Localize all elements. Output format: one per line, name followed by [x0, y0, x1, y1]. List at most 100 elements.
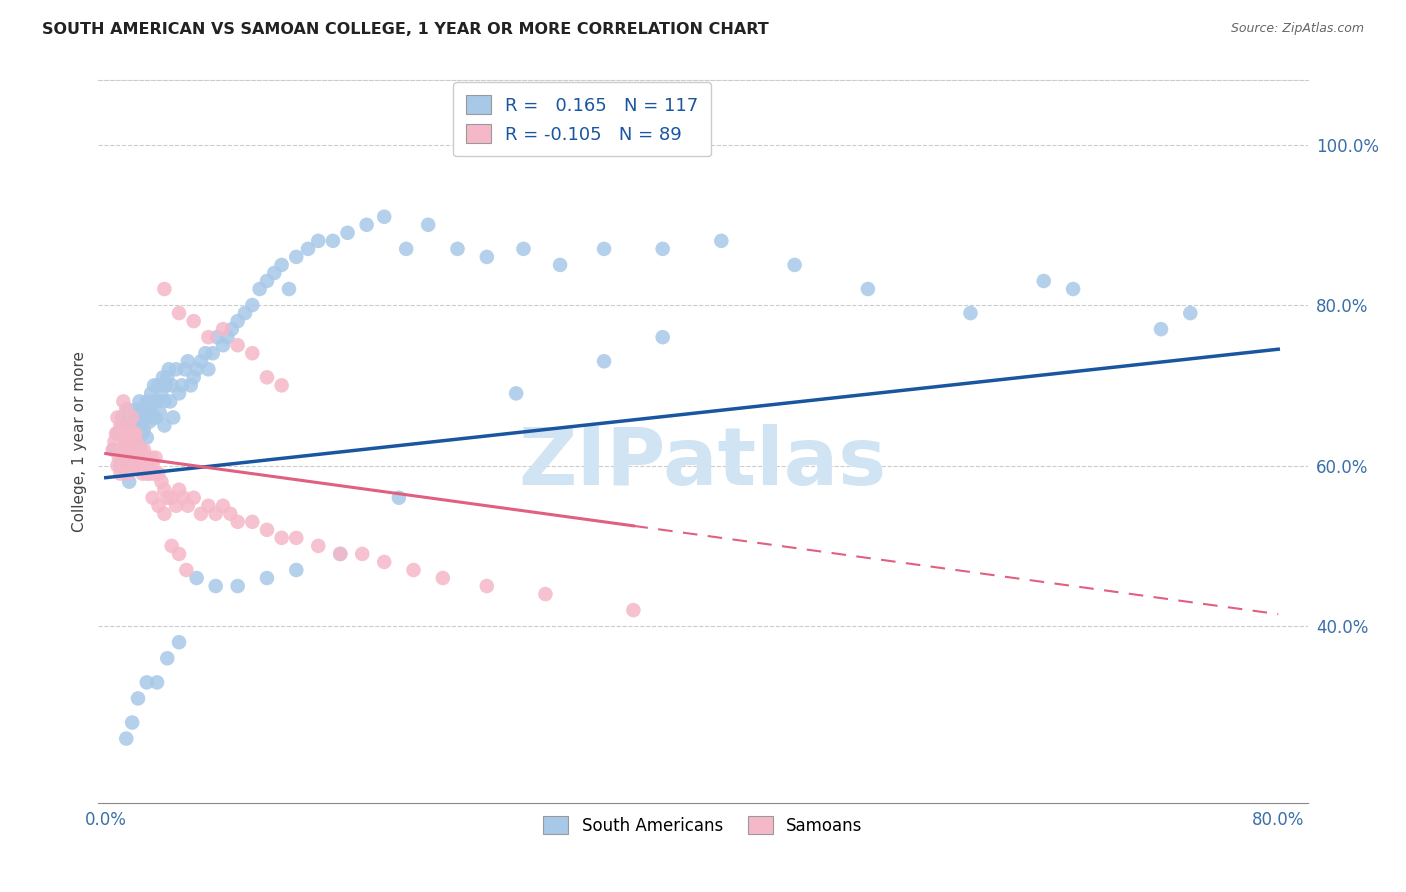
Point: [256, 274, 278, 288]
Point: [117, 402, 139, 417]
Point: [120, 434, 142, 449]
Point: [204, 507, 226, 521]
Point: [356, 218, 378, 232]
Point: [103, 434, 125, 449]
Point: [122, 458, 145, 473]
Point: [115, 402, 138, 417]
Point: [167, 306, 190, 320]
Point: [121, 715, 143, 730]
Point: [270, 531, 292, 545]
Point: [118, 442, 141, 457]
Point: [141, 450, 163, 465]
Point: [150, 475, 173, 489]
Point: [167, 635, 190, 649]
Point: [285, 531, 308, 545]
Point: [593, 242, 616, 256]
Point: [105, 426, 128, 441]
Point: [162, 410, 184, 425]
Y-axis label: College, 1 year or more: College, 1 year or more: [72, 351, 87, 532]
Point: [129, 442, 152, 457]
Text: ZIPatlas: ZIPatlas: [519, 425, 887, 502]
Point: [1180, 306, 1202, 320]
Point: [402, 563, 425, 577]
Point: [183, 491, 205, 505]
Point: [128, 442, 150, 457]
Point: [217, 330, 239, 344]
Point: [226, 314, 249, 328]
Point: [131, 467, 153, 481]
Point: [134, 458, 156, 473]
Point: [1032, 274, 1054, 288]
Point: [285, 250, 308, 264]
Point: [534, 587, 557, 601]
Point: [783, 258, 806, 272]
Point: [212, 499, 235, 513]
Point: [118, 475, 141, 489]
Point: [155, 378, 177, 392]
Point: [136, 458, 159, 473]
Point: [107, 426, 129, 441]
Point: [124, 426, 146, 441]
Point: [475, 250, 498, 264]
Point: [121, 410, 143, 425]
Point: [177, 354, 200, 368]
Point: [127, 442, 149, 457]
Point: [373, 210, 395, 224]
Point: [270, 378, 292, 392]
Point: [205, 330, 228, 344]
Point: [194, 346, 217, 360]
Point: [124, 450, 146, 465]
Point: [197, 330, 219, 344]
Point: [146, 675, 169, 690]
Point: [115, 731, 138, 746]
Point: [621, 603, 644, 617]
Point: [153, 418, 176, 433]
Point: [651, 242, 673, 256]
Point: [190, 507, 212, 521]
Point: [322, 234, 344, 248]
Point: [352, 547, 374, 561]
Point: [143, 467, 166, 481]
Point: [156, 491, 179, 505]
Point: [190, 354, 212, 368]
Point: [111, 410, 134, 425]
Point: [263, 266, 285, 280]
Point: [121, 442, 143, 457]
Point: [110, 423, 132, 437]
Point: [107, 410, 129, 425]
Point: [132, 423, 155, 437]
Point: [157, 362, 180, 376]
Point: [134, 410, 156, 425]
Point: [226, 338, 249, 352]
Point: [172, 491, 194, 505]
Point: [249, 282, 271, 296]
Point: [256, 370, 278, 384]
Point: [183, 314, 205, 328]
Point: [121, 450, 143, 465]
Point: [108, 450, 131, 465]
Point: [148, 499, 170, 513]
Point: [336, 226, 359, 240]
Point: [115, 426, 138, 441]
Point: [329, 547, 352, 561]
Point: [117, 467, 139, 481]
Point: [117, 418, 139, 433]
Point: [112, 394, 135, 409]
Point: [278, 282, 301, 296]
Point: [115, 450, 138, 465]
Point: [256, 523, 278, 537]
Point: [132, 402, 155, 417]
Point: [160, 491, 183, 505]
Point: [148, 467, 170, 481]
Point: [127, 458, 149, 473]
Point: [167, 547, 190, 561]
Point: [135, 675, 157, 690]
Point: [418, 218, 440, 232]
Point: [114, 442, 136, 457]
Point: [174, 362, 197, 376]
Point: [160, 378, 183, 392]
Point: [180, 378, 202, 392]
Point: [432, 571, 454, 585]
Point: [112, 458, 135, 473]
Point: [135, 431, 157, 445]
